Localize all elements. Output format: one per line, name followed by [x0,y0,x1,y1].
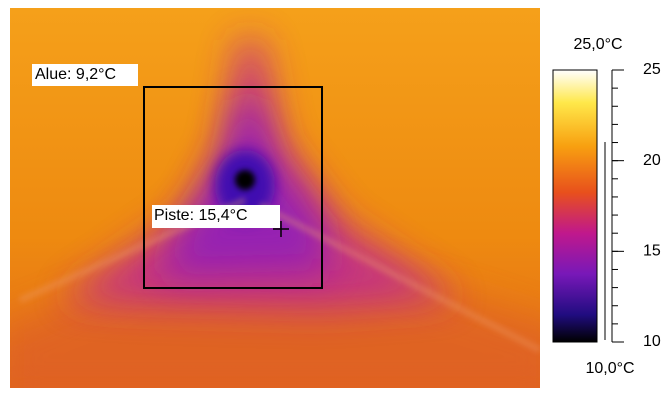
scale-ticks: 25 20 15 10 [612,61,661,350]
color-bar [552,69,598,343]
tick-label: 20 [643,152,661,169]
spot-label: Piste: 15,4°C [154,207,248,224]
area-label: Alue: 9,2°C [35,66,116,83]
scale-min-label: 10,0°C [585,360,634,377]
scale-max-label: 25,0°C [573,36,622,53]
tick-label: 10 [643,333,661,350]
tick-label: 15 [643,243,661,260]
spot-cursor [273,221,289,237]
measure-area [143,86,323,289]
tick-label: 25 [643,61,661,78]
thermal-image [10,8,540,388]
label-box [152,205,280,228]
label-box [32,64,138,86]
